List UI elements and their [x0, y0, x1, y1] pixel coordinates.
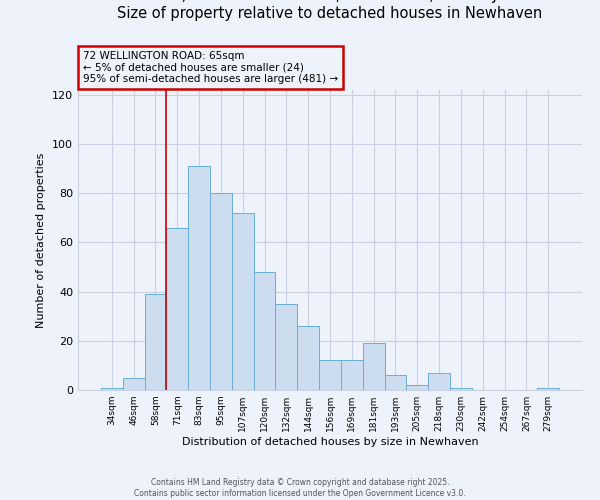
Text: Contains HM Land Registry data © Crown copyright and database right 2025.
Contai: Contains HM Land Registry data © Crown c…	[134, 478, 466, 498]
Bar	[385, 375, 406, 390]
Bar	[254, 272, 275, 390]
Bar	[232, 213, 254, 390]
Bar	[166, 228, 188, 390]
Bar	[319, 360, 341, 390]
Text: 72 WELLINGTON ROAD: 65sqm
← 5% of detached houses are smaller (24)
95% of semi-d: 72 WELLINGTON ROAD: 65sqm ← 5% of detach…	[83, 51, 338, 84]
Bar	[406, 385, 428, 390]
Bar	[537, 388, 559, 390]
Bar	[145, 294, 166, 390]
Bar	[450, 388, 472, 390]
Bar	[123, 378, 145, 390]
X-axis label: Distribution of detached houses by size in Newhaven: Distribution of detached houses by size …	[182, 437, 478, 447]
Bar	[101, 388, 123, 390]
Bar	[428, 373, 450, 390]
Bar	[210, 194, 232, 390]
Title: 72, WELLINGTON ROAD, NEWHAVEN, BN9 0RJ
Size of property relative to detached hou: 72, WELLINGTON ROAD, NEWHAVEN, BN9 0RJ S…	[118, 0, 542, 21]
Bar	[341, 360, 363, 390]
Bar	[363, 344, 385, 390]
Bar	[188, 166, 210, 390]
Y-axis label: Number of detached properties: Number of detached properties	[37, 152, 46, 328]
Bar	[275, 304, 297, 390]
Bar	[297, 326, 319, 390]
